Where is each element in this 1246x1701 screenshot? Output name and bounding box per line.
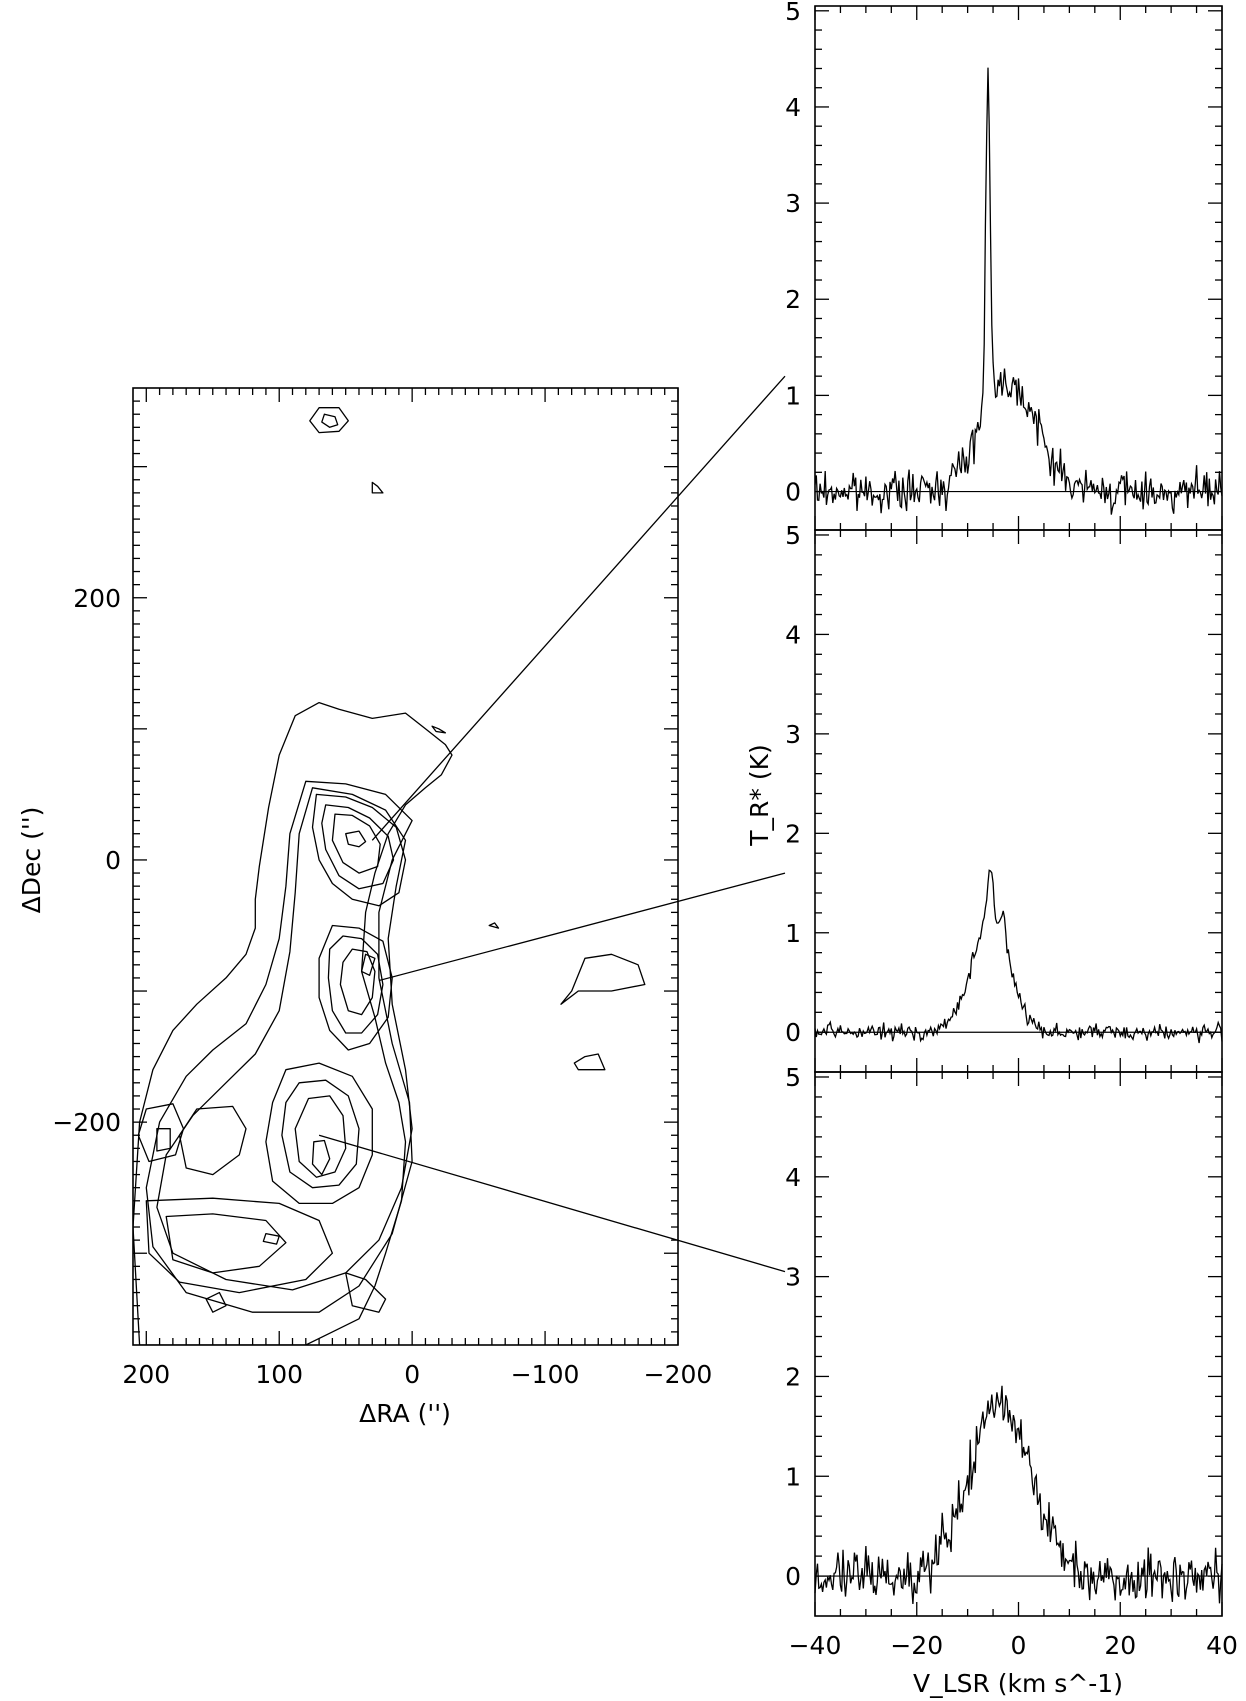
contour-line xyxy=(560,953,646,1005)
contour-line xyxy=(371,481,384,494)
x-tick-label: −100 xyxy=(511,1360,580,1389)
spectrum-y-axis-label: T_R* (K) xyxy=(745,744,774,847)
pointer-line xyxy=(318,1134,786,1273)
x-tick-label: −40 xyxy=(789,1631,842,1660)
contour-line xyxy=(281,1079,360,1189)
contour-map-ticks xyxy=(133,388,679,1345)
spectrum-middle-ticks xyxy=(814,530,1223,1072)
contour-line xyxy=(327,935,384,1034)
contour-line xyxy=(360,953,376,976)
y-tick-label: 2 xyxy=(785,819,801,848)
contour-line xyxy=(265,1062,373,1205)
contour-lines xyxy=(133,407,646,1345)
contour-map-tick-labels: 200 100 0 −100 −200 200 0 −200 xyxy=(52,584,712,1389)
y-tick-label: 3 xyxy=(785,720,801,749)
y-tick-label: 5 xyxy=(785,1063,801,1092)
y-tick-label: 200 xyxy=(73,584,121,613)
contour-map-panel: 200 100 0 −100 −200 200 0 −200 ΔRA ('') ΔDec ('… xyxy=(17,387,712,1428)
contour-line xyxy=(178,1105,247,1176)
pointer-lines xyxy=(318,375,786,1273)
contour-line xyxy=(145,1197,334,1294)
contour-line xyxy=(311,1139,331,1176)
contour-line xyxy=(331,813,381,874)
spectrum-bottom-x-tick-labels: −40 −20 0 20 40 xyxy=(789,1631,1238,1660)
x-tick-label: 20 xyxy=(1104,1631,1136,1660)
contour-line xyxy=(573,1053,606,1071)
spectrum-middle-y-tick-labels: 0 1 2 3 4 5 xyxy=(785,521,801,1047)
spectrum-x-axis-label: V_LSR (km s^-1) xyxy=(913,1669,1123,1698)
contour-line xyxy=(294,1095,347,1178)
pointer-line xyxy=(378,872,786,982)
spectrum-bottom-frame xyxy=(814,1071,1223,1617)
contour-line xyxy=(488,922,500,929)
spectrum-middle-line xyxy=(814,869,1223,1044)
spectrum-bottom-ticks xyxy=(814,1072,1223,1616)
contour-line xyxy=(262,1232,280,1245)
spectrum-top-y-tick-labels: 0 1 2 3 4 5 xyxy=(785,0,801,507)
contour-line xyxy=(137,1103,185,1163)
y-tick-label: 4 xyxy=(785,620,801,649)
spectrum-panel-top: 0 1 2 3 4 5 xyxy=(785,0,1223,531)
y-tick-label: 0 xyxy=(785,478,801,507)
contour-line xyxy=(321,804,395,890)
x-tick-label: 0 xyxy=(1011,1631,1027,1660)
contour-line xyxy=(318,924,393,1051)
spectrum-top-line xyxy=(814,67,1223,515)
x-tick-label: −200 xyxy=(644,1360,713,1389)
y-tick-label: 3 xyxy=(785,1263,801,1292)
spectrum-bottom-y-tick-labels: 0 1 2 3 4 5 xyxy=(785,1063,801,1591)
x-tick-label: 100 xyxy=(255,1360,303,1389)
y-tick-label: 0 xyxy=(785,1018,801,1047)
y-tick-label: 5 xyxy=(785,0,801,26)
contour-x-axis-label: ΔRA ('') xyxy=(359,1399,451,1428)
y-tick-label: 1 xyxy=(785,919,801,948)
spectrum-bottom-line xyxy=(814,1385,1223,1605)
y-tick-label: 4 xyxy=(785,93,801,122)
contour-line xyxy=(156,1128,171,1152)
y-tick-label: 0 xyxy=(105,846,121,875)
pointer-line xyxy=(371,375,786,841)
contour-line xyxy=(156,787,413,1291)
spectrum-top-frame xyxy=(814,5,1223,531)
y-tick-label: 4 xyxy=(785,1163,801,1192)
contour-line xyxy=(133,701,453,1345)
y-tick-label: 1 xyxy=(785,1462,801,1491)
x-tick-label: 0 xyxy=(404,1360,420,1389)
contour-line xyxy=(339,948,376,1016)
contour-line xyxy=(321,413,339,428)
contour-line xyxy=(145,780,413,1313)
y-tick-label: 2 xyxy=(785,1362,801,1391)
x-tick-label: 40 xyxy=(1206,1631,1238,1660)
contour-line xyxy=(309,407,349,434)
y-tick-label: 1 xyxy=(785,381,801,410)
spectrum-middle-frame xyxy=(814,529,1223,1073)
contour-line xyxy=(431,725,447,734)
contour-line xyxy=(345,1272,387,1313)
contour-line xyxy=(345,830,367,848)
x-tick-label: −20 xyxy=(890,1631,943,1660)
x-tick-label: 200 xyxy=(122,1360,170,1389)
spectrum-panel-bottom: 0 1 2 3 4 5 −40 −20 0 20 40 V_LSR (km s^-1) xyxy=(785,1063,1238,1698)
contour-line xyxy=(205,1291,227,1313)
spectrum-top-ticks xyxy=(814,6,1223,530)
y-tick-label: 2 xyxy=(785,285,801,314)
spectrum-panel-middle: 0 1 2 3 4 5 T_R* (K) xyxy=(745,521,1223,1073)
y-tick-label: 5 xyxy=(785,521,801,550)
contour-y-axis-label: ΔDec ('') xyxy=(17,807,46,914)
y-tick-label: 0 xyxy=(785,1562,801,1591)
y-tick-label: −200 xyxy=(52,1108,121,1137)
contour-line xyxy=(165,1213,287,1274)
y-tick-label: 3 xyxy=(785,189,801,218)
contour-map-frame xyxy=(132,387,679,1346)
contour-line xyxy=(311,793,407,907)
